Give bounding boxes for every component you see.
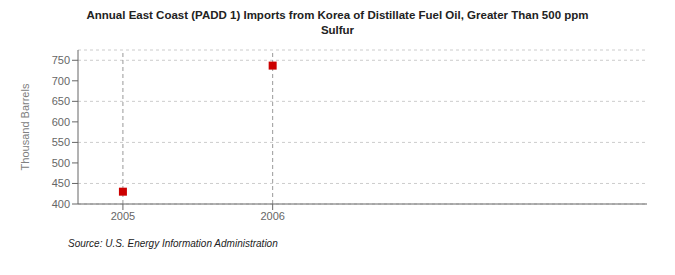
- html-text:Sulfur: Sulfur: [320, 24, 355, 36]
- svg-text:700: 700: [52, 75, 70, 87]
- svg-text:600: 600: [52, 116, 70, 128]
- svg-text:400: 400: [52, 198, 70, 210]
- svg-text:500: 500: [52, 157, 70, 169]
- svg-text:650: 650: [52, 95, 70, 107]
- svg-text:750: 750: [52, 54, 70, 66]
- html-text:Annual East Coast (PADD 1) Imp: Annual East Coast (PADD 1) Imports from …: [86, 9, 589, 21]
- svg-text:550: 550: [52, 136, 70, 148]
- svg-text:2006: 2006: [260, 210, 284, 222]
- svg-text:Thousand Barrels: Thousand Barrels: [19, 83, 31, 170]
- html-text:Source: U.S. Energy Informatio: Source: U.S. Energy Information Administ…: [68, 238, 278, 249]
- svg-text:2005: 2005: [111, 210, 135, 222]
- svg-text:450: 450: [52, 177, 70, 189]
